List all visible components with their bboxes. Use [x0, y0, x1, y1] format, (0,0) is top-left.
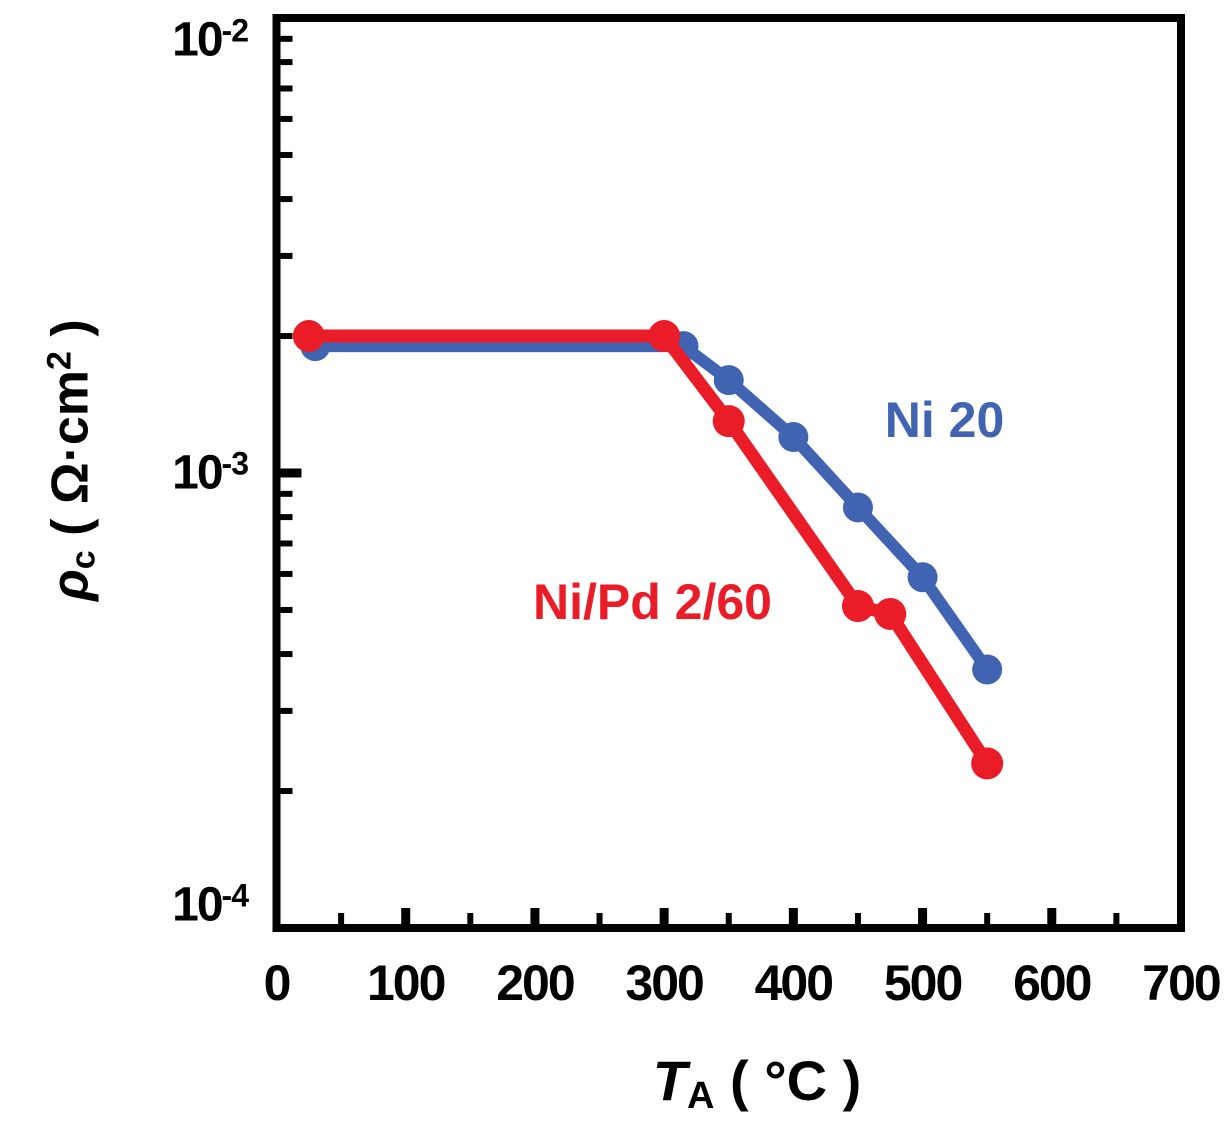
x-title-symbol: T — [652, 1048, 687, 1112]
data-point-ni-20 — [842, 492, 873, 523]
y-tick-exponent: -3 — [221, 445, 249, 482]
data-series — [292, 320, 1004, 780]
data-point-ni-pd — [841, 590, 874, 623]
axes-frame — [272, 14, 1185, 932]
data-point-ni-20 — [907, 562, 938, 593]
y-tick-label: 10-2 — [172, 12, 249, 67]
x-tick-label: 400 — [754, 955, 834, 1011]
x-tick-label: 300 — [625, 955, 704, 1011]
y-title-symbol: ρ — [41, 569, 100, 601]
data-point-ni-pd — [971, 747, 1004, 780]
data-point-ni-20 — [972, 654, 1003, 685]
x-tick-label: 600 — [1013, 955, 1092, 1011]
x-tick-label: 200 — [496, 955, 575, 1011]
plot-frame — [272, 14, 1185, 932]
series-label-ni-20: Ni 20 — [884, 391, 1005, 448]
y-tick-label: 10-4 — [172, 877, 249, 932]
x-tick-label: 500 — [883, 955, 963, 1011]
x-title-units: ( °C ) — [714, 1048, 862, 1112]
x-axis-ticks — [338, 908, 1120, 925]
y-tick-base: 10 — [172, 878, 223, 932]
y-title-close: ) — [41, 319, 100, 352]
y-tick-exponent: -4 — [221, 877, 249, 914]
y-title-subscript: c — [64, 550, 103, 570]
y-axis-title: ρc ( Ω·cm2 ) — [40, 319, 103, 600]
data-point-ni-pd — [874, 597, 907, 630]
y-tick-exponent: -2 — [221, 12, 249, 49]
y-title-units: ( Ω·cm — [41, 369, 100, 551]
y-title-superscript: 2 — [40, 351, 79, 370]
data-point-ni-pd — [712, 405, 745, 438]
x-title-subscript: A — [686, 1075, 715, 1118]
x-axis-title: TA ( °C ) — [653, 1048, 861, 1118]
y-tick-base: 10 — [172, 446, 223, 500]
x-tick-label: 0 — [263, 955, 292, 1011]
x-tick-label: 700 — [1142, 955, 1221, 1011]
series-line-ni-pd — [302, 329, 994, 770]
data-point-ni-20 — [713, 365, 744, 396]
data-point-ni-pd — [292, 320, 325, 353]
y-axis-ticks — [279, 35, 302, 795]
series-label-ni-pd-2-60: Ni/Pd 2/60 — [533, 574, 772, 631]
data-point-ni-pd — [648, 320, 681, 353]
y-tick-base: 10 — [172, 13, 223, 67]
data-point-ni-20 — [778, 421, 809, 452]
y-tick-label: 10-3 — [172, 445, 249, 500]
x-tick-label: 100 — [366, 955, 446, 1011]
